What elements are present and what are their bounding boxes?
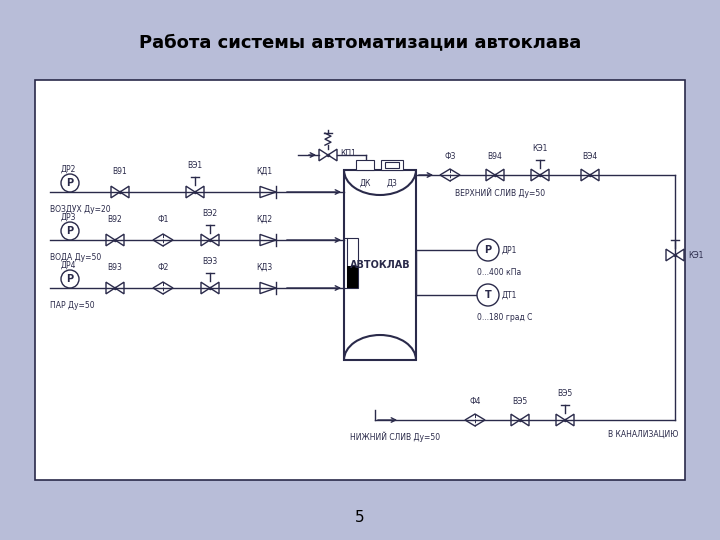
Circle shape: [477, 239, 499, 261]
Text: Ф4: Ф4: [469, 397, 481, 406]
Text: Ф3: Ф3: [444, 152, 456, 161]
Bar: [356, 160, 374, 170]
Text: КП1: КП1: [340, 148, 356, 158]
Text: В КАНАЛИЗАЦИЮ: В КАНАЛИЗАЦИЮ: [608, 430, 678, 439]
Text: В94: В94: [487, 152, 503, 161]
Text: ДР2: ДР2: [60, 165, 76, 174]
Text: В91: В91: [112, 167, 127, 176]
Text: В92: В92: [107, 215, 122, 224]
Text: ДК: ДК: [359, 179, 371, 188]
Text: Работа системы автоматизации автоклава: Работа системы автоматизации автоклава: [139, 33, 581, 51]
Text: ДР3: ДР3: [60, 213, 76, 222]
Text: КД1: КД1: [256, 167, 272, 176]
Text: ВЭ2: ВЭ2: [202, 209, 217, 218]
Bar: [35, 80, 685, 480]
Text: КЭ1: КЭ1: [688, 251, 703, 260]
Text: 0...180 град С: 0...180 град С: [477, 313, 532, 322]
Text: ВЕРХНИЙ СЛИВ Ду=50: ВЕРХНИЙ СЛИВ Ду=50: [455, 187, 545, 198]
Text: НИЖНИЙ СЛИВ Ду=50: НИЖНИЙ СЛИВ Ду=50: [350, 432, 440, 442]
Text: Р: Р: [66, 274, 73, 284]
Text: Ф2: Ф2: [157, 263, 168, 272]
Circle shape: [61, 174, 79, 192]
Circle shape: [477, 284, 499, 306]
Text: АВТОКЛАВ: АВТОКЛАВ: [350, 260, 410, 270]
Text: Т: Т: [485, 290, 491, 300]
Text: Р: Р: [66, 178, 73, 188]
Text: ВЭ5: ВЭ5: [557, 389, 572, 398]
Text: ВЭ4: ВЭ4: [582, 152, 598, 161]
Text: В93: В93: [107, 263, 122, 272]
Text: ДР4: ДР4: [60, 261, 76, 270]
Text: Р: Р: [485, 245, 492, 255]
Circle shape: [61, 270, 79, 288]
Bar: [385, 162, 399, 168]
Bar: [344, 170, 416, 360]
Text: ВЭ5: ВЭ5: [513, 397, 528, 406]
Text: Ф1: Ф1: [157, 215, 168, 224]
Text: КД2: КД2: [256, 215, 272, 224]
Text: ВОЗДУХ Ду=20: ВОЗДУХ Ду=20: [50, 205, 111, 214]
Text: Р: Р: [66, 226, 73, 236]
Bar: [347, 266, 358, 288]
Text: КЭ1: КЭ1: [532, 144, 548, 153]
Text: Д3: Д3: [387, 179, 397, 188]
Text: КД3: КД3: [256, 263, 272, 272]
Text: ВОДА Ду=50: ВОДА Ду=50: [50, 253, 102, 262]
Text: 0...400 кПа: 0...400 кПа: [477, 268, 521, 277]
Text: ДТ1: ДТ1: [502, 291, 518, 300]
Text: ВЭ3: ВЭ3: [202, 257, 217, 266]
Circle shape: [61, 222, 79, 240]
Text: ВЭ1: ВЭ1: [187, 161, 202, 170]
Bar: [381, 160, 403, 170]
Text: ПАР Ду=50: ПАР Ду=50: [50, 301, 94, 310]
Text: ДР1: ДР1: [502, 246, 518, 254]
Bar: [347, 238, 358, 288]
Text: 5: 5: [355, 510, 365, 525]
